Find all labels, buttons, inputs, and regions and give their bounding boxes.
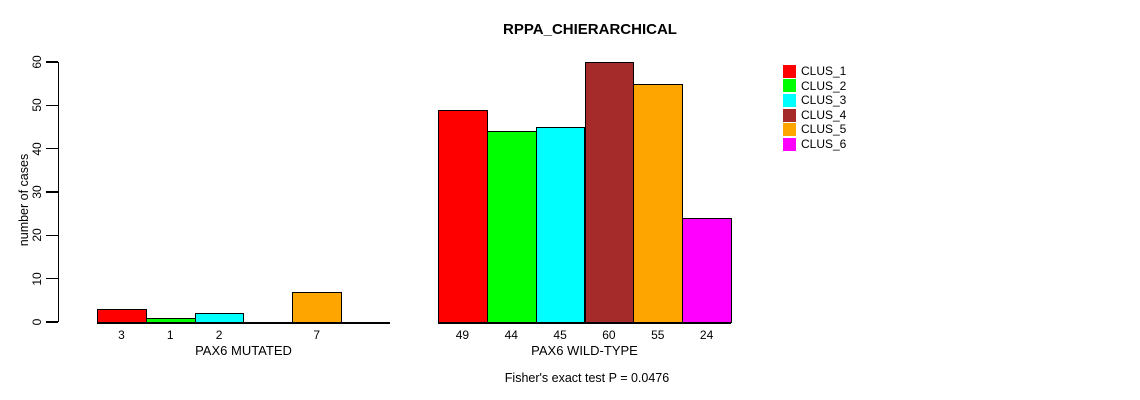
legend-item: CLUS_3 <box>783 93 846 108</box>
legend-item: CLUS_5 <box>783 122 846 137</box>
bar-clus_1 <box>438 109 488 323</box>
y-tick-label: 10 <box>30 271 44 286</box>
y-tick <box>46 104 58 107</box>
y-axis-label: number of cases <box>17 153 31 247</box>
bar-clus_3 <box>194 313 245 323</box>
bar-count-label: 55 <box>651 328 665 342</box>
bar-count-label: 7 <box>313 328 321 342</box>
bar-count-label: 3 <box>118 328 125 342</box>
y-tick <box>46 61 58 63</box>
bar-clus_5 <box>292 291 343 323</box>
legend-swatch <box>783 93 796 107</box>
legend-label: CLUS_4 <box>801 107 847 122</box>
x-axis-group-label: PAX6 WILD-TYPE <box>531 343 638 358</box>
bar-count-label: 1 <box>166 328 174 342</box>
y-tick-label: 30 <box>30 185 44 199</box>
bar-count-label: 49 <box>455 328 470 342</box>
bar-count-label: 24 <box>699 328 714 342</box>
x-axis-group-label: PAX6 MUTATED <box>195 343 292 358</box>
bar-clus_3 <box>535 127 586 323</box>
y-tick-label: 20 <box>30 228 44 243</box>
bar-clus_5 <box>633 83 684 323</box>
y-tick-label: 60 <box>30 55 44 69</box>
legend-label: CLUS_6 <box>801 136 847 151</box>
y-tick <box>46 191 58 193</box>
annotation-text: Fisher's exact test P = 0.0476 <box>504 371 670 385</box>
legend-item: CLUS_2 <box>783 79 846 94</box>
legend-swatch <box>783 137 796 151</box>
legend-item: CLUS_1 <box>783 64 846 79</box>
bar-clus_2 <box>145 317 196 323</box>
bar-count-label: 2 <box>215 328 223 342</box>
legend-swatch <box>783 108 796 122</box>
y-tick-label: 0 <box>30 318 44 326</box>
bar-clus_2 <box>486 131 537 323</box>
bar-count-label: 44 <box>504 328 518 342</box>
legend-swatch <box>783 64 796 78</box>
legend-item: CLUS_6 <box>783 137 846 152</box>
legend-swatch <box>783 79 796 93</box>
bar-clus_4 <box>584 62 635 323</box>
y-tick-label: 40 <box>30 141 44 156</box>
y-tick <box>46 321 58 323</box>
legend-item: CLUS_4 <box>783 108 846 123</box>
legend-label: CLUS_2 <box>801 78 847 93</box>
bar-count-label: 45 <box>553 328 567 342</box>
bar-clus_1 <box>97 309 147 323</box>
bar-clus_6 <box>682 218 732 323</box>
legend-swatch <box>783 123 796 137</box>
legend: CLUS_1 CLUS_2 CLUS_3 CLUS_4 CLUS_5 CLUS_6 <box>783 64 846 152</box>
bar-count-label: 60 <box>602 328 616 342</box>
y-tick <box>46 234 58 237</box>
y-axis-line <box>57 62 59 322</box>
legend-label: CLUS_1 <box>801 64 847 78</box>
y-tick-label: 50 <box>30 98 44 113</box>
y-tick <box>46 147 58 150</box>
legend-label: CLUS_5 <box>801 122 847 137</box>
chart-title: RPPA_CHIERARCHICAL <box>503 21 677 38</box>
y-tick <box>46 277 58 280</box>
legend-label: CLUS_3 <box>801 93 847 108</box>
